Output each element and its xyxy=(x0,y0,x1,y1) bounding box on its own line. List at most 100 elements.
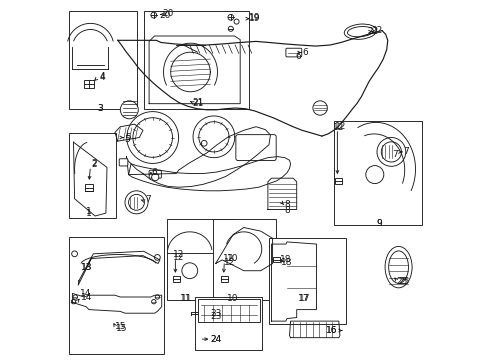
Text: 21: 21 xyxy=(192,99,203,108)
Text: 5: 5 xyxy=(125,133,131,142)
Circle shape xyxy=(182,263,197,279)
Ellipse shape xyxy=(384,246,411,288)
Bar xyxy=(69,237,164,354)
Text: 14: 14 xyxy=(80,289,91,298)
Circle shape xyxy=(376,138,405,166)
Text: 13: 13 xyxy=(81,263,92,271)
Text: 18: 18 xyxy=(280,256,291,264)
Bar xyxy=(69,11,137,109)
Text: 10: 10 xyxy=(227,294,238,302)
FancyBboxPatch shape xyxy=(149,170,161,178)
Text: 6: 6 xyxy=(294,52,300,61)
Text: 24: 24 xyxy=(210,335,222,343)
Text: 10: 10 xyxy=(227,254,238,263)
Text: 9: 9 xyxy=(376,219,382,228)
Text: 11: 11 xyxy=(181,294,192,302)
Bar xyxy=(84,80,94,88)
Text: 23: 23 xyxy=(210,311,222,320)
Circle shape xyxy=(128,194,144,210)
Bar xyxy=(212,219,275,300)
Text: 4: 4 xyxy=(99,72,105,81)
Circle shape xyxy=(365,166,383,184)
Text: 7: 7 xyxy=(402,148,408,156)
Text: 17: 17 xyxy=(299,294,310,302)
Circle shape xyxy=(201,140,206,146)
Text: 12: 12 xyxy=(335,122,346,131)
Text: 19: 19 xyxy=(248,13,260,22)
Bar xyxy=(268,238,346,324)
FancyBboxPatch shape xyxy=(285,48,301,57)
Text: 18: 18 xyxy=(281,258,292,266)
Ellipse shape xyxy=(388,251,407,283)
Text: 15: 15 xyxy=(115,324,127,333)
Text: 23: 23 xyxy=(210,309,222,318)
Text: 21: 21 xyxy=(192,99,203,108)
Circle shape xyxy=(228,26,233,31)
Text: 6: 6 xyxy=(151,168,156,177)
Circle shape xyxy=(154,255,160,260)
Text: 16: 16 xyxy=(325,326,337,335)
FancyBboxPatch shape xyxy=(119,159,127,166)
Text: 22: 22 xyxy=(367,27,378,36)
Bar xyxy=(333,121,421,225)
Text: 7: 7 xyxy=(145,195,151,204)
Bar xyxy=(69,133,115,218)
Text: 9: 9 xyxy=(376,219,382,228)
Text: 8: 8 xyxy=(284,200,289,209)
Bar xyxy=(273,257,279,262)
Text: 5: 5 xyxy=(124,135,130,144)
Text: 20: 20 xyxy=(162,9,174,18)
Text: 13: 13 xyxy=(81,263,92,271)
Text: 2: 2 xyxy=(91,159,97,168)
Text: 15: 15 xyxy=(114,323,126,331)
Text: 6: 6 xyxy=(302,48,307,57)
Text: 2: 2 xyxy=(91,161,97,169)
Text: 24: 24 xyxy=(210,335,222,343)
Bar xyxy=(173,276,179,282)
Circle shape xyxy=(234,19,239,24)
Text: 12: 12 xyxy=(222,254,234,263)
Text: 25: 25 xyxy=(396,277,407,286)
Circle shape xyxy=(120,101,138,119)
Text: 17: 17 xyxy=(298,294,309,302)
Bar xyxy=(221,276,227,282)
Text: 14: 14 xyxy=(81,292,92,302)
Bar xyxy=(195,297,261,350)
FancyBboxPatch shape xyxy=(235,135,276,161)
Bar xyxy=(144,11,248,109)
Bar xyxy=(335,178,342,184)
Text: 19: 19 xyxy=(248,14,260,23)
Circle shape xyxy=(312,101,326,115)
Circle shape xyxy=(151,12,156,18)
Text: 4: 4 xyxy=(99,73,105,82)
Text: 3: 3 xyxy=(97,104,102,112)
Text: 20: 20 xyxy=(159,10,170,19)
Ellipse shape xyxy=(347,27,372,37)
Bar xyxy=(167,219,233,300)
Text: 12: 12 xyxy=(223,258,235,266)
Circle shape xyxy=(155,295,159,299)
Text: 16: 16 xyxy=(325,326,337,335)
Text: 3: 3 xyxy=(97,104,102,113)
Circle shape xyxy=(73,295,77,299)
Ellipse shape xyxy=(344,24,376,39)
Bar xyxy=(85,184,93,191)
Circle shape xyxy=(151,300,156,304)
Circle shape xyxy=(125,191,148,214)
Circle shape xyxy=(151,174,159,181)
Text: 12: 12 xyxy=(332,123,344,132)
Text: 25: 25 xyxy=(397,277,408,286)
Circle shape xyxy=(71,300,76,304)
Text: 11: 11 xyxy=(180,294,191,302)
Text: 22: 22 xyxy=(370,26,382,35)
Text: 12: 12 xyxy=(173,253,184,262)
Text: 12: 12 xyxy=(173,251,184,259)
Circle shape xyxy=(381,142,401,162)
Bar xyxy=(197,299,259,322)
Circle shape xyxy=(72,251,77,257)
Circle shape xyxy=(227,14,233,20)
Text: 1: 1 xyxy=(86,207,92,216)
Text: 1: 1 xyxy=(86,209,92,217)
Text: 7: 7 xyxy=(391,150,397,158)
Text: 8: 8 xyxy=(284,206,290,215)
